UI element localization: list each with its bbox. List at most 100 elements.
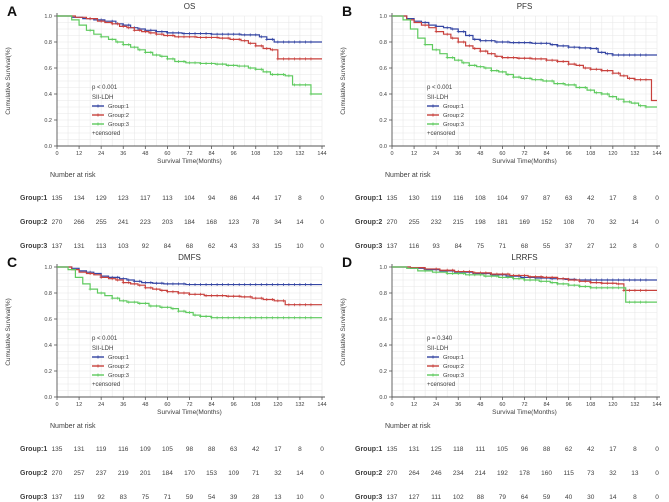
censor-tick bbox=[193, 32, 197, 36]
legend-marker-group3 bbox=[96, 122, 100, 126]
censor-tick bbox=[243, 316, 247, 320]
x-tick-label: 108 bbox=[586, 151, 595, 157]
x-tick-label: 72 bbox=[521, 151, 527, 157]
at-risk-value: 0 bbox=[320, 243, 324, 250]
censor-tick bbox=[243, 295, 247, 299]
censor-tick bbox=[467, 34, 471, 37]
at-risk-value: 135 bbox=[387, 446, 398, 453]
x-tick-label: 48 bbox=[142, 402, 148, 408]
censor-tick bbox=[462, 40, 466, 44]
x-tick-label: 84 bbox=[544, 402, 550, 408]
censor-tick bbox=[287, 74, 291, 78]
censor-tick bbox=[567, 62, 571, 66]
censor-tick bbox=[265, 298, 269, 301]
censor-tick bbox=[160, 30, 164, 34]
censor-tick bbox=[248, 41, 252, 45]
at-risk-value: 170 bbox=[184, 470, 195, 477]
censor-tick bbox=[500, 275, 504, 279]
censor-tick bbox=[171, 282, 175, 286]
at-risk-value: 234 bbox=[453, 470, 464, 477]
censor-tick bbox=[644, 53, 648, 57]
censor-tick bbox=[616, 278, 620, 282]
x-tick-label: 84 bbox=[209, 151, 215, 157]
censor-tick bbox=[627, 53, 631, 57]
at-risk-row-label: Group:2 bbox=[355, 219, 382, 226]
at-risk-value: 10 bbox=[296, 243, 304, 250]
censor-tick bbox=[578, 285, 582, 288]
at-risk-value: 0 bbox=[655, 219, 659, 226]
y-tick-label: 0.6 bbox=[44, 317, 52, 323]
censor-tick bbox=[121, 43, 125, 47]
at-risk-value: 178 bbox=[519, 470, 530, 477]
x-tick-label: 144 bbox=[652, 151, 661, 157]
censor-tick bbox=[633, 53, 637, 57]
censor-tick bbox=[583, 66, 587, 70]
censor-tick bbox=[456, 30, 460, 34]
censor-tick bbox=[561, 82, 565, 86]
censor-tick bbox=[259, 283, 263, 287]
censor-tick bbox=[143, 30, 147, 34]
at-risk-value: 123 bbox=[228, 219, 239, 226]
censor-tick bbox=[473, 273, 477, 277]
panel-dmfs: C DMFS 1.0 0.8 0.6 0.4 0.2 0.0 0 12 24 36 48 60 72 84… bbox=[0, 251, 335, 502]
censor-tick bbox=[451, 27, 455, 31]
censor-tick bbox=[237, 37, 241, 41]
at-risk-value: 255 bbox=[409, 219, 420, 226]
censor-tick bbox=[495, 69, 499, 73]
censor-tick bbox=[517, 56, 521, 60]
censor-tick bbox=[473, 37, 477, 41]
y-tick-label: 0.6 bbox=[379, 317, 387, 323]
censor-tick bbox=[182, 32, 186, 36]
censor-tick bbox=[556, 282, 560, 286]
censor-tick bbox=[199, 61, 203, 65]
at-risk-value: 68 bbox=[521, 243, 529, 250]
censor-tick bbox=[644, 300, 648, 304]
at-risk-value: 68 bbox=[186, 243, 194, 250]
at-risk-value: 17 bbox=[274, 446, 282, 453]
censor-tick bbox=[561, 60, 565, 63]
legend-marker-group3 bbox=[431, 122, 435, 126]
legend-item-label: Group:2 bbox=[108, 364, 129, 370]
at-risk-row-label: Group:1 bbox=[20, 446, 47, 453]
censor-tick bbox=[600, 281, 604, 285]
at-risk-value: 119 bbox=[96, 446, 107, 453]
censor-tick bbox=[611, 286, 615, 290]
censor-tick bbox=[616, 286, 620, 290]
censor-tick bbox=[489, 69, 493, 73]
censor-tick bbox=[484, 271, 488, 275]
censor-tick bbox=[445, 272, 449, 275]
censor-tick bbox=[182, 291, 186, 295]
censor-tick bbox=[215, 32, 219, 36]
censor-tick bbox=[605, 278, 609, 282]
censor-tick bbox=[265, 70, 269, 74]
censor-tick bbox=[622, 74, 626, 78]
y-axis-title: Cumulative Survival(%) bbox=[5, 47, 12, 115]
censor-tick bbox=[182, 35, 186, 39]
at-risk-value: 94 bbox=[208, 195, 216, 202]
at-risk-value: 111 bbox=[431, 494, 441, 501]
censor-tick bbox=[423, 43, 427, 47]
x-tick-label: 108 bbox=[586, 402, 595, 408]
censor-tick bbox=[188, 35, 191, 39]
censor-tick bbox=[138, 301, 142, 305]
censor-tick bbox=[110, 37, 114, 41]
at-risk-value: 113 bbox=[162, 195, 173, 202]
legend-marker-group2 bbox=[431, 113, 435, 117]
legend-marker-group3 bbox=[96, 373, 100, 377]
censor-tick bbox=[176, 35, 180, 39]
panel-letter-d: D bbox=[342, 254, 353, 270]
censor-tick bbox=[633, 288, 637, 292]
at-risk-row-label: Group:3 bbox=[355, 243, 382, 250]
at-risk-row-label: Group:1 bbox=[355, 195, 382, 202]
censor-tick bbox=[204, 314, 208, 318]
censor-tick bbox=[276, 316, 280, 320]
censor-tick bbox=[298, 283, 302, 287]
censor-tick bbox=[270, 37, 274, 41]
at-risk-value: 104 bbox=[497, 195, 508, 202]
censor-tick bbox=[226, 63, 230, 67]
censor-tick bbox=[149, 28, 153, 32]
y-tick-label: 0.4 bbox=[44, 343, 52, 349]
censor-tick bbox=[627, 76, 631, 80]
censor-tick bbox=[116, 296, 120, 300]
censor-tick bbox=[556, 44, 560, 48]
